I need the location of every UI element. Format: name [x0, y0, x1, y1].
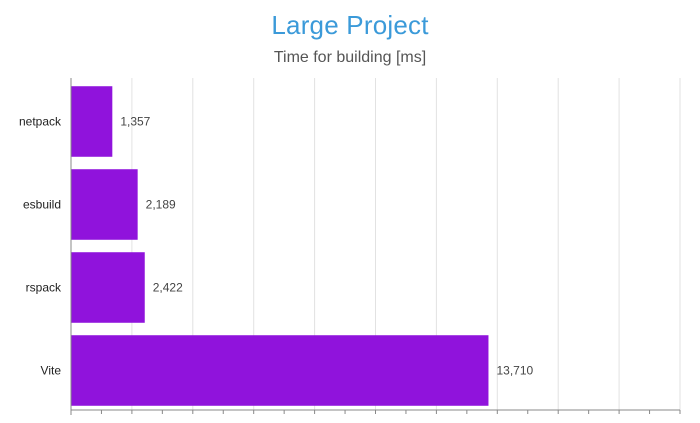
category-label: Vite [41, 364, 62, 378]
chart-title: Large Project [271, 10, 429, 40]
labels: netpack 1,357 esbuild 2,189 rspack 2,422 Vite 1… [19, 115, 534, 378]
bars [71, 86, 489, 406]
bar-Vite [71, 335, 489, 406]
category-label: netpack [19, 115, 62, 129]
value-label: 1,357 [120, 115, 150, 129]
value-label: 2,189 [146, 198, 176, 212]
category-label: esbuild [23, 198, 61, 212]
bar-netpack [71, 86, 113, 157]
axes [70, 78, 681, 415]
category-label: rspack [26, 281, 62, 295]
chart-subtitle: Time for building [ms] [273, 49, 427, 66]
value-label: 13,710 [496, 364, 533, 378]
value-label: 2,422 [153, 281, 183, 295]
bar-rspack [71, 252, 145, 323]
bar-esbuild [71, 169, 138, 240]
